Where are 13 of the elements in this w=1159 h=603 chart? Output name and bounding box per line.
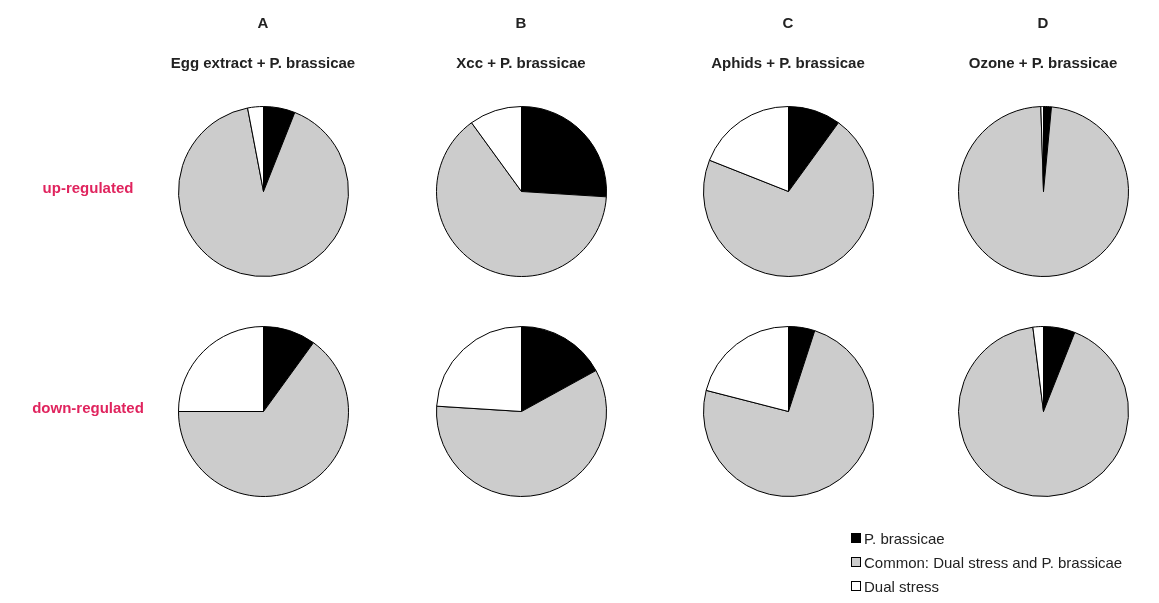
legend-label: Common: Dual stress and P. brassicae (864, 553, 1123, 571)
chart-title: C (781, 14, 795, 31)
chart-title: B (514, 14, 528, 31)
chart-title: D (1036, 14, 1050, 31)
chart-subtitle: Egg extract + P. brassicae (169, 54, 357, 71)
text: down-regulated (31, 399, 145, 416)
legend-label: P. brassicae (864, 529, 945, 547)
legend-label: Dual stress (864, 577, 940, 595)
text: up-regulated (41, 179, 135, 196)
chart-title: A (256, 14, 270, 31)
chart-subtitle: Aphids + P. brassicae (710, 54, 866, 71)
chart-subtitle: Ozone + P. brassicae (967, 54, 1119, 71)
chart-subtitle: Xcc + P. brassicae (455, 54, 587, 71)
